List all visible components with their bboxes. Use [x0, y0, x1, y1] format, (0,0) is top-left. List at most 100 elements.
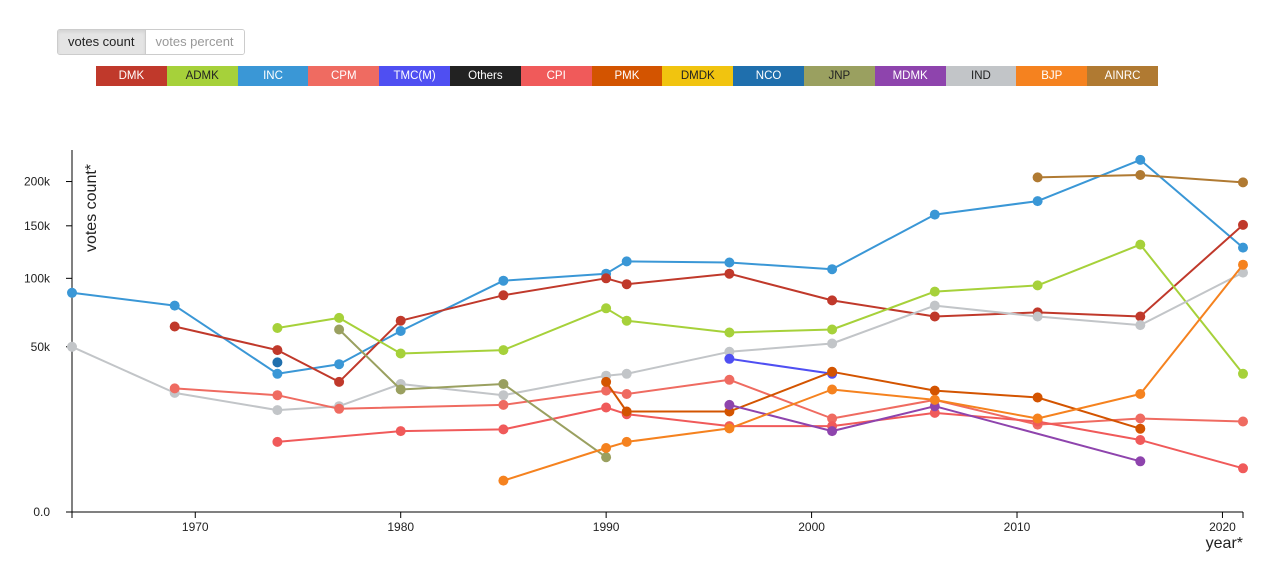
- data-point-pmk[interactable]: [601, 376, 612, 387]
- data-point-admk[interactable]: [827, 324, 838, 335]
- data-point-bjp[interactable]: [1238, 259, 1248, 270]
- data-point-jnp[interactable]: [334, 324, 345, 335]
- data-point-admk[interactable]: [1135, 239, 1146, 250]
- data-point-inc[interactable]: [169, 300, 180, 311]
- legend-item-dmdk[interactable]: DMDK: [662, 66, 734, 86]
- data-point-ind[interactable]: [1238, 267, 1248, 278]
- data-point-cpi[interactable]: [395, 426, 406, 437]
- data-point-inc[interactable]: [1135, 154, 1146, 165]
- data-point-ind[interactable]: [621, 368, 632, 379]
- legend-item-mdmk[interactable]: MDMK: [874, 66, 946, 86]
- data-point-inc[interactable]: [724, 257, 735, 268]
- data-point-admk[interactable]: [395, 348, 406, 359]
- data-point-ind[interactable]: [1135, 320, 1146, 331]
- data-point-mdmk[interactable]: [724, 399, 735, 410]
- data-point-cpm[interactable]: [827, 413, 838, 424]
- data-point-dmk[interactable]: [1135, 311, 1146, 322]
- data-point-ainrc[interactable]: [1135, 170, 1146, 180]
- data-point-dmk[interactable]: [334, 376, 345, 387]
- data-point-dmk[interactable]: [169, 321, 180, 332]
- data-point-inc[interactable]: [272, 368, 283, 379]
- data-point-admk[interactable]: [1032, 280, 1043, 291]
- data-point-pmk[interactable]: [1032, 392, 1043, 403]
- data-point-jnp[interactable]: [498, 379, 509, 389]
- data-point-ainrc[interactable]: [1032, 172, 1043, 183]
- data-point-ind[interactable]: [498, 390, 509, 401]
- data-point-bjp[interactable]: [601, 443, 612, 453]
- data-point-dmk[interactable]: [395, 315, 406, 326]
- data-point-cpi[interactable]: [1135, 435, 1146, 445]
- data-point-admk[interactable]: [272, 323, 283, 333]
- votes-count-button[interactable]: votes count: [58, 30, 146, 54]
- data-point-dmk[interactable]: [621, 279, 632, 290]
- data-point-cpi[interactable]: [1238, 463, 1248, 474]
- legend-item-bjp[interactable]: BJP: [1016, 66, 1088, 86]
- data-point-ind[interactable]: [272, 405, 283, 416]
- data-point-inc[interactable]: [621, 256, 632, 267]
- data-point-bjp[interactable]: [498, 475, 509, 486]
- data-point-bjp[interactable]: [929, 394, 940, 405]
- legend-item-dmk[interactable]: DMK: [96, 66, 167, 86]
- data-point-cpi[interactable]: [272, 436, 283, 447]
- data-point-ind[interactable]: [724, 346, 735, 357]
- data-point-cpm[interactable]: [334, 403, 345, 414]
- data-point-cpm[interactable]: [724, 374, 735, 385]
- legend-item-jnp[interactable]: JNP: [803, 66, 875, 86]
- legend-item-pmk[interactable]: PMK: [591, 66, 663, 86]
- data-point-pmk[interactable]: [827, 366, 838, 377]
- data-point-inc[interactable]: [334, 359, 345, 370]
- data-point-dmk[interactable]: [827, 295, 838, 306]
- legend-item-inc[interactable]: INC: [237, 66, 309, 86]
- data-point-nco[interactable]: [272, 357, 283, 368]
- data-point-bjp[interactable]: [621, 436, 632, 447]
- votes-percent-button[interactable]: votes percent: [145, 30, 244, 54]
- data-point-ind[interactable]: [929, 300, 940, 311]
- legend-item-admk[interactable]: ADMK: [166, 66, 238, 86]
- data-point-bjp[interactable]: [1135, 389, 1146, 399]
- data-point-pmk[interactable]: [1135, 423, 1146, 434]
- data-point-mdmk[interactable]: [1135, 456, 1146, 467]
- legend-item-others[interactable]: Others: [449, 66, 521, 86]
- data-point-inc[interactable]: [395, 326, 406, 336]
- data-point-dmk[interactable]: [1238, 219, 1248, 230]
- data-point-admk[interactable]: [1238, 368, 1248, 379]
- data-point-cpm[interactable]: [169, 383, 180, 394]
- data-point-jnp[interactable]: [601, 452, 612, 463]
- data-point-dmk[interactable]: [929, 311, 940, 322]
- data-point-pmk[interactable]: [929, 385, 940, 396]
- data-point-tmc-m[interactable]: [724, 353, 735, 364]
- data-point-admk[interactable]: [724, 327, 735, 338]
- data-point-admk[interactable]: [929, 286, 940, 297]
- legend-item-ind[interactable]: IND: [945, 66, 1017, 86]
- legend-item-cpm[interactable]: CPM: [308, 66, 380, 86]
- data-point-bjp[interactable]: [724, 423, 735, 434]
- data-point-inc[interactable]: [498, 275, 509, 286]
- data-point-bjp[interactable]: [1032, 413, 1043, 424]
- data-point-cpi[interactable]: [601, 402, 612, 413]
- legend-item-cpi[interactable]: CPI: [520, 66, 592, 86]
- data-point-ind[interactable]: [67, 341, 77, 352]
- data-point-cpm[interactable]: [1135, 413, 1146, 424]
- data-point-cpm[interactable]: [601, 385, 612, 396]
- data-point-dmk[interactable]: [724, 268, 735, 279]
- data-point-admk[interactable]: [601, 303, 612, 314]
- data-point-cpi[interactable]: [498, 424, 509, 435]
- data-point-cpm[interactable]: [621, 389, 632, 399]
- legend-item-ainrc[interactable]: AINRC: [1087, 66, 1158, 86]
- data-point-jnp[interactable]: [395, 384, 406, 395]
- data-point-cpm[interactable]: [498, 399, 509, 410]
- legend-item-tmc-m[interactable]: TMC(M): [379, 66, 450, 86]
- data-point-pmk[interactable]: [621, 406, 632, 417]
- data-point-ind[interactable]: [827, 338, 838, 349]
- data-point-admk[interactable]: [334, 312, 345, 323]
- data-point-dmk[interactable]: [272, 345, 283, 356]
- data-point-inc[interactable]: [67, 287, 77, 298]
- data-point-inc[interactable]: [1032, 196, 1043, 207]
- data-point-mdmk[interactable]: [827, 426, 838, 437]
- data-point-cpm[interactable]: [272, 390, 283, 401]
- data-point-ainrc[interactable]: [1238, 177, 1248, 188]
- data-point-dmk[interactable]: [601, 273, 612, 284]
- legend-item-nco[interactable]: NCO: [733, 66, 804, 86]
- data-point-inc[interactable]: [1238, 242, 1248, 253]
- data-point-dmk[interactable]: [498, 290, 509, 301]
